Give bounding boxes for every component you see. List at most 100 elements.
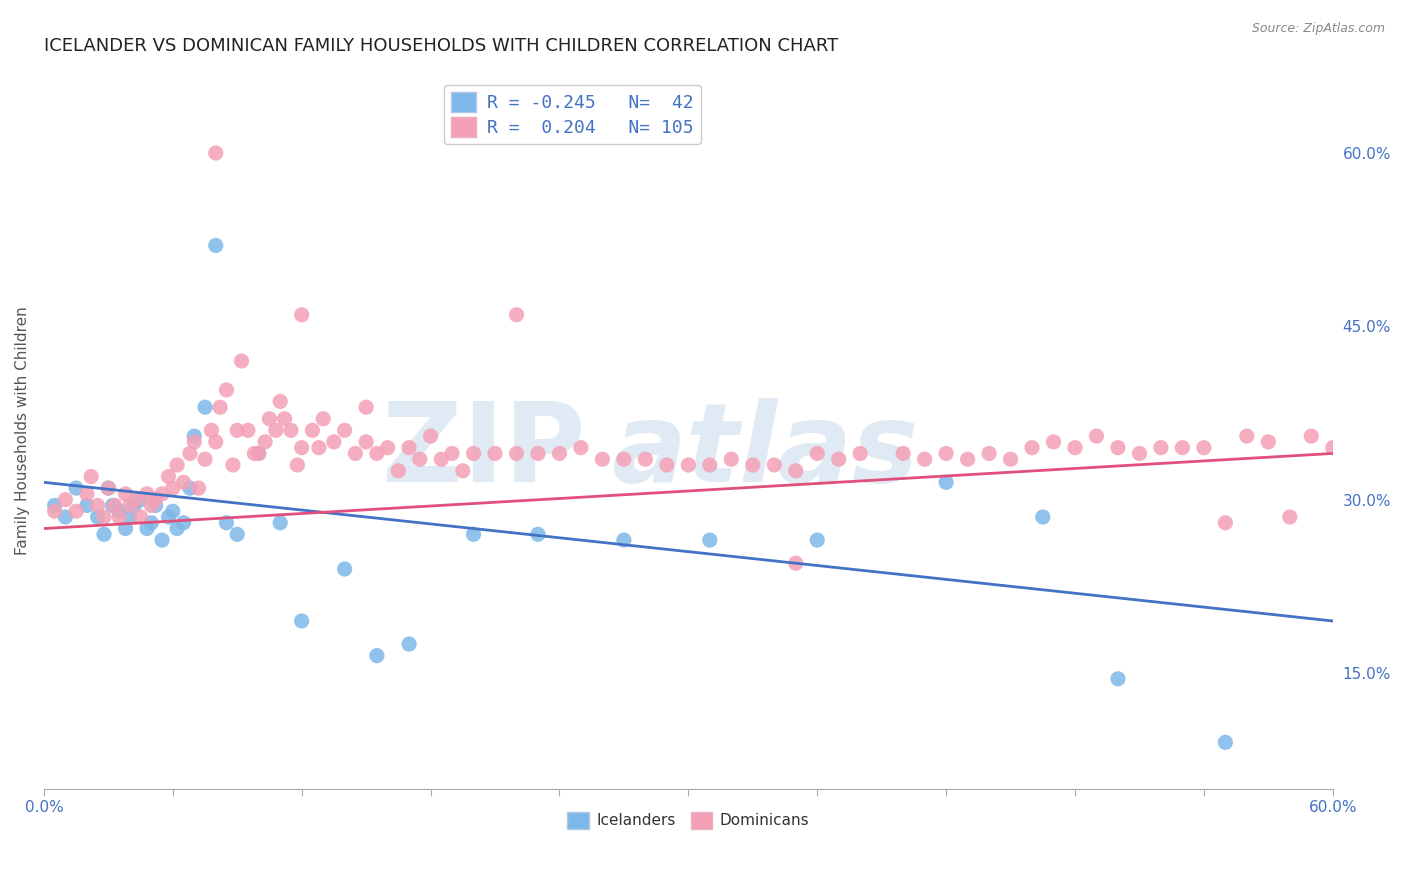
Point: [366, 648, 388, 663]
Text: ZIP: ZIP: [382, 399, 585, 506]
Point: [162, 481, 184, 495]
Point: [419, 429, 441, 443]
Point: [145, 492, 167, 507]
Point: [430, 452, 453, 467]
Point: [1064, 441, 1087, 455]
Point: [179, 481, 201, 495]
Point: [527, 527, 550, 541]
Point: [145, 499, 167, 513]
Point: [80, 469, 103, 483]
Point: [613, 533, 636, 547]
Point: [655, 458, 678, 472]
Point: [247, 446, 270, 460]
Point: [1107, 441, 1129, 455]
Point: [634, 452, 657, 467]
Point: [269, 516, 291, 530]
Point: [1032, 510, 1054, 524]
Point: [215, 383, 238, 397]
Point: [157, 510, 180, 524]
Point: [291, 308, 314, 322]
Point: [287, 458, 309, 472]
Point: [720, 452, 742, 467]
Point: [247, 446, 270, 460]
Text: ICELANDER VS DOMINICAN FAMILY HOUSEHOLDS WITH CHILDREN CORRELATION CHART: ICELANDER VS DOMINICAN FAMILY HOUSEHOLDS…: [44, 37, 838, 55]
Point: [344, 446, 367, 460]
Point: [114, 522, 136, 536]
Point: [1192, 441, 1215, 455]
Point: [204, 238, 226, 252]
Point: [254, 434, 277, 449]
Point: [93, 527, 115, 541]
Point: [204, 434, 226, 449]
Point: [398, 441, 420, 455]
Point: [377, 441, 399, 455]
Point: [569, 441, 592, 455]
Point: [108, 510, 131, 524]
Point: [173, 475, 195, 490]
Point: [53, 492, 76, 507]
Point: [86, 510, 108, 524]
Point: [231, 354, 253, 368]
Point: [1215, 735, 1237, 749]
Point: [935, 446, 957, 460]
Point: [308, 441, 330, 455]
Point: [215, 516, 238, 530]
Point: [136, 522, 159, 536]
Point: [150, 533, 173, 547]
Point: [97, 481, 120, 495]
Point: [891, 446, 914, 460]
Point: [179, 446, 201, 460]
Point: [451, 464, 474, 478]
Point: [226, 423, 249, 437]
Point: [150, 487, 173, 501]
Point: [785, 556, 807, 570]
Point: [65, 481, 87, 495]
Point: [1278, 510, 1301, 524]
Point: [1257, 434, 1279, 449]
Point: [333, 423, 356, 437]
Point: [65, 504, 87, 518]
Point: [463, 446, 485, 460]
Point: [125, 492, 148, 507]
Point: [104, 499, 127, 513]
Point: [398, 637, 420, 651]
Point: [53, 510, 76, 524]
Point: [108, 504, 131, 518]
Point: [1301, 429, 1323, 443]
Point: [914, 452, 936, 467]
Point: [162, 504, 184, 518]
Point: [173, 516, 195, 530]
Point: [264, 423, 287, 437]
Point: [86, 499, 108, 513]
Point: [322, 434, 344, 449]
Legend: Icelanders, Dominicans: Icelanders, Dominicans: [561, 805, 815, 835]
Point: [136, 487, 159, 501]
Point: [806, 533, 828, 547]
Point: [129, 510, 152, 524]
Point: [977, 446, 1000, 460]
Point: [204, 146, 226, 161]
Point: [387, 464, 409, 478]
Point: [1150, 441, 1173, 455]
Point: [141, 499, 163, 513]
Point: [157, 469, 180, 483]
Point: [269, 394, 291, 409]
Point: [129, 492, 152, 507]
Point: [354, 434, 377, 449]
Point: [194, 452, 217, 467]
Point: [312, 411, 335, 425]
Point: [527, 446, 550, 460]
Point: [76, 499, 98, 513]
Point: [1171, 441, 1194, 455]
Point: [1021, 441, 1043, 455]
Point: [591, 452, 613, 467]
Point: [76, 487, 98, 501]
Point: [1107, 672, 1129, 686]
Point: [484, 446, 506, 460]
Point: [849, 446, 872, 460]
Point: [226, 527, 249, 541]
Point: [200, 423, 222, 437]
Point: [259, 411, 281, 425]
Point: [806, 446, 828, 460]
Point: [183, 429, 205, 443]
